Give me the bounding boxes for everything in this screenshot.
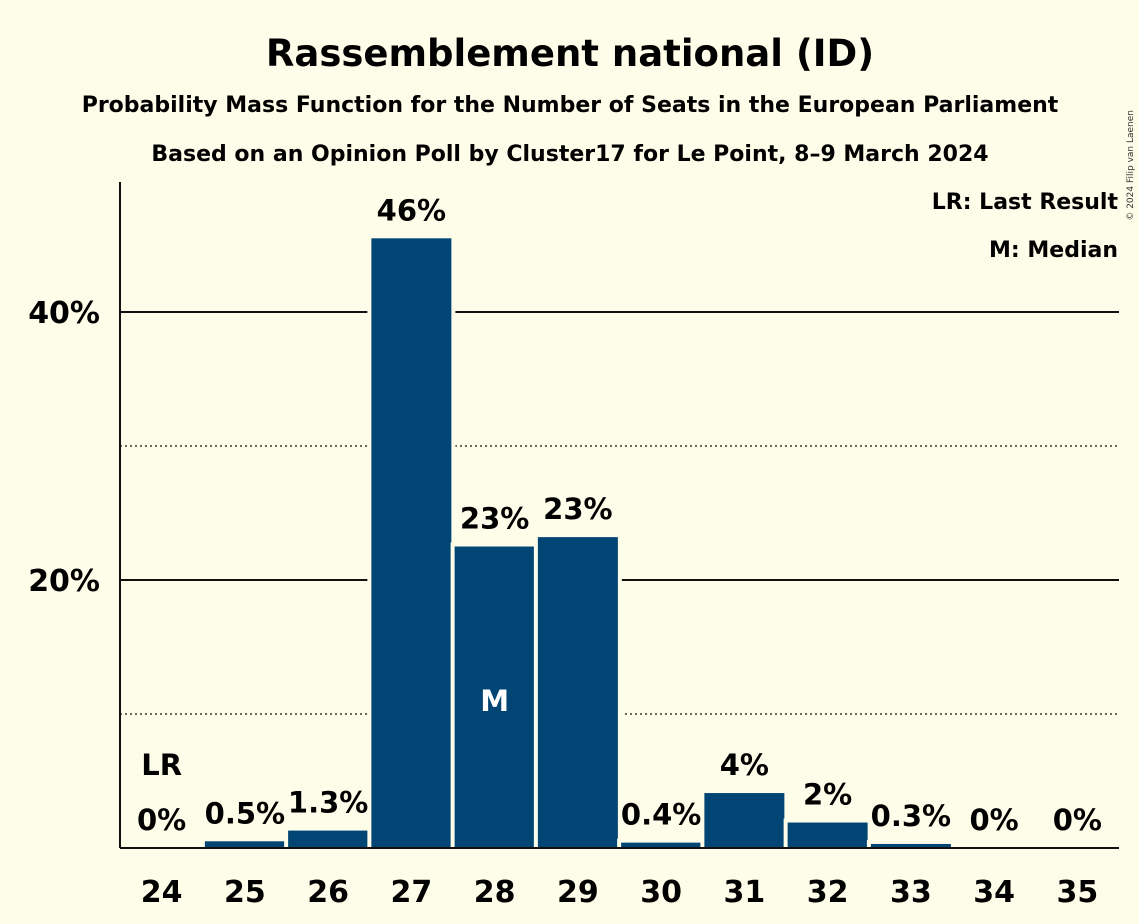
median-marker: M — [480, 684, 509, 718]
bar-value-label: 0% — [137, 803, 186, 837]
x-tick-label: 26 — [307, 875, 349, 910]
bar — [537, 537, 618, 848]
bar — [371, 238, 452, 849]
labels-group: 0% LR 0.5% 1.3% 46% 23% M 23% 0.4% 4% 2% 0.3% 0% 0% — [137, 193, 1102, 837]
bar — [288, 830, 369, 848]
bar-value-label: 46% — [377, 193, 446, 227]
bar-value-label: 4% — [720, 748, 769, 782]
bar — [870, 843, 951, 848]
chart-subtitle: Probability Mass Function for the Number… — [82, 93, 1059, 118]
bar-value-label: 23% — [543, 492, 612, 526]
bar-value-label: 0.5% — [205, 796, 285, 830]
bar-value-label: 23% — [460, 502, 529, 536]
bar — [621, 842, 702, 848]
legend-median: M: Median — [989, 238, 1118, 263]
y-tick-label: 40% — [28, 296, 100, 331]
bars-group — [200, 234, 955, 849]
x-tick-label: 34 — [973, 875, 1015, 910]
y-tick-label: 20% — [28, 564, 100, 599]
copyright-note: © 2024 Filip van Laenen — [1126, 110, 1136, 221]
x-tick-label: 35 — [1057, 875, 1099, 910]
x-tick-label: 28 — [474, 875, 516, 910]
bar — [704, 793, 785, 848]
bar-value-label: 0% — [970, 803, 1019, 837]
x-tick-label: 29 — [557, 875, 599, 910]
bar — [787, 822, 868, 848]
bar-value-label: 0.3% — [871, 799, 951, 833]
bar — [454, 546, 535, 848]
x-tick-label: 32 — [807, 875, 849, 910]
chart-title: Rassemblement national (ID) — [266, 32, 874, 75]
x-tick-label: 24 — [141, 875, 183, 910]
x-tick-label: 27 — [391, 875, 433, 910]
x-tick-label: 25 — [224, 875, 266, 910]
chart-subtitle-source: Based on an Opinion Poll by Cluster17 fo… — [151, 142, 988, 167]
last-result-marker: LR — [141, 748, 182, 782]
bar-value-label: 2% — [803, 778, 852, 812]
legend-last-result: LR: Last Result — [932, 190, 1119, 215]
bar — [204, 841, 285, 848]
axes-group: 20% 40% 24 25 26 27 28 29 30 31 32 33 34 35 — [28, 182, 1119, 910]
x-tick-label: 33 — [890, 875, 932, 910]
x-tick-label: 31 — [724, 875, 766, 910]
bar-value-label: 0% — [1053, 803, 1102, 837]
bar-value-label: 1.3% — [288, 786, 368, 820]
bar-value-label: 0.4% — [621, 798, 701, 832]
x-tick-label: 30 — [640, 875, 682, 910]
